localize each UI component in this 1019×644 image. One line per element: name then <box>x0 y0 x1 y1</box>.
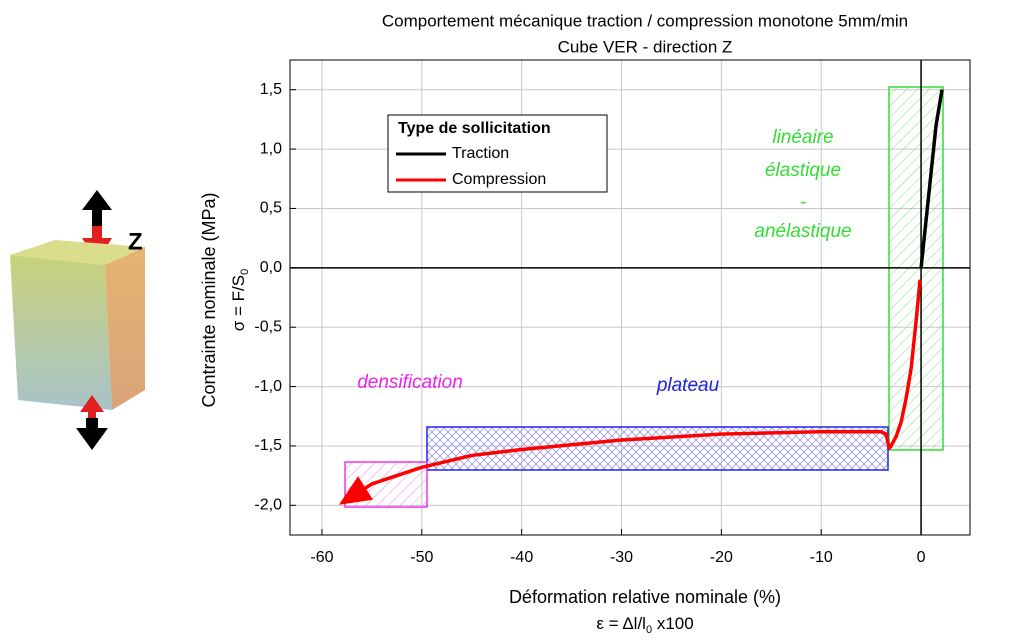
legend: Type de sollicitation Traction Compressio… <box>387 114 608 193</box>
x-tick-label: -50 <box>410 549 433 566</box>
x-axis-formula: ε = Δl/l0 x100 <box>596 614 693 635</box>
legend-items: Traction Compression <box>396 145 546 188</box>
x-tick-label: 0 <box>917 549 926 566</box>
x-axis-label: Déformation relative nominale (%) <box>509 587 781 607</box>
x-tick-label: -40 <box>510 549 533 566</box>
series-line <box>919 89 944 268</box>
series <box>338 89 944 505</box>
zero-lines <box>290 60 970 535</box>
x-tick-label: -20 <box>710 549 733 566</box>
legend-title: Type de sollicitation <box>398 120 551 137</box>
legend-label: Compression <box>452 171 546 188</box>
annotation: - <box>800 192 806 213</box>
y-tick-label: 0,5 <box>260 200 282 217</box>
y-tick-label: -0,5 <box>254 318 282 335</box>
legend-label: Traction <box>452 145 509 162</box>
annotation: densification <box>357 372 463 393</box>
annotation: élastique <box>765 160 841 181</box>
formula-part: σ = F/S <box>229 275 248 331</box>
formula-sub: 0 <box>239 269 251 275</box>
x-tick-label: -10 <box>810 549 833 566</box>
formula-part: ε = Δl/l <box>596 614 646 633</box>
annotation: anélastique <box>754 221 851 242</box>
y-tick-label: 0,0 <box>260 259 282 276</box>
formula-sub: 0 <box>646 624 652 636</box>
chart-subtitle: Cube VER - direction Z <box>558 37 733 56</box>
x-tick-label: -60 <box>310 549 333 566</box>
y-axis-formula: σ = F/S0 <box>229 269 250 331</box>
y-axis-label: Contrainte nominale (MPa) <box>199 192 219 407</box>
cube: Z <box>10 190 145 450</box>
y-tick-label: -2,0 <box>254 497 282 514</box>
annotation: plateau <box>656 375 720 396</box>
chart-title: Comportement mécanique traction / compre… <box>382 11 908 30</box>
y-tick-label: -1,5 <box>254 437 282 454</box>
y-tick-label: 1,0 <box>260 140 282 157</box>
plot-frame <box>289 59 971 536</box>
y-tick-label: -1,0 <box>254 378 282 395</box>
annotation: linéaire <box>772 127 833 148</box>
formula-part: x100 <box>652 614 694 633</box>
cube-label: Z <box>128 228 143 255</box>
plateau-region <box>426 426 889 471</box>
y-tick-label: 1,5 <box>260 81 282 98</box>
x-tick-label: -30 <box>610 549 633 566</box>
series-line <box>338 279 922 505</box>
